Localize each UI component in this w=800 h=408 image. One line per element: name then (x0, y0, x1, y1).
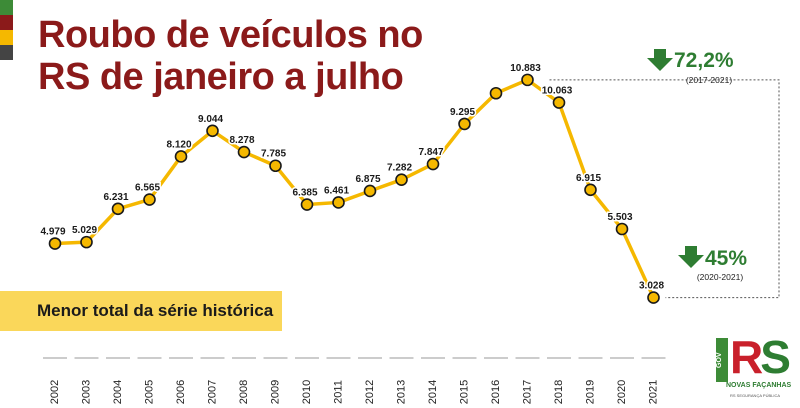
annotation-period: (2017-2021) (686, 75, 732, 85)
x-tick-label: 2003 (81, 380, 93, 404)
x-tick-label: 2011 (333, 380, 345, 404)
x-tick-label: 2009 (270, 380, 282, 404)
annotation-period: (2020-2021) (697, 272, 743, 282)
lowest-total-note: Menor total da série histórica (0, 291, 282, 331)
logo-rs-mark: RS (730, 331, 791, 383)
x-tick-label: 2005 (144, 380, 156, 404)
x-tick-label: 2017 (522, 380, 534, 404)
data-point (237, 145, 251, 159)
data-point (647, 291, 660, 304)
title-line-1: Roubo de veículos no (38, 14, 423, 56)
data-point (111, 202, 125, 216)
data-label: 6.231 (103, 192, 128, 203)
data-label: 6.915 (576, 173, 601, 184)
x-tick-label: 2012 (364, 380, 376, 404)
logo-r: R (730, 331, 763, 383)
data-point (489, 86, 503, 100)
x-tick-label: 2002 (49, 380, 61, 404)
data-label: 7.847 (418, 147, 443, 158)
x-tick-label: 2010 (301, 380, 313, 404)
data-point (395, 173, 408, 186)
data-point (615, 222, 629, 236)
data-label: 8.120 (166, 139, 191, 150)
data-point (521, 73, 534, 87)
x-tick-label: 2014 (427, 380, 439, 404)
x-tick-label: 2015 (459, 380, 471, 404)
data-label: 7.282 (387, 163, 412, 174)
data-label: 4.979 (40, 227, 65, 238)
stripe-gray (0, 45, 13, 60)
data-label: 10.883 (510, 63, 541, 74)
data-label: 9.044 (198, 114, 223, 125)
x-tick-label: 2006 (175, 380, 187, 404)
data-point (143, 193, 156, 206)
data-point (363, 184, 377, 198)
data-label: 6.565 (135, 183, 160, 194)
x-tick-label: 2013 (396, 380, 408, 404)
x-tick-label: 2016 (490, 380, 502, 404)
data-point (206, 124, 219, 138)
down-arrow-icon (647, 49, 673, 71)
title-line-2: RS de janeiro a julho (38, 56, 404, 98)
annotation-value: 72,2% (674, 49, 734, 72)
x-tick-label: 2018 (553, 380, 565, 404)
data-label: 6.385 (292, 188, 317, 199)
data-label: 7.785 (261, 149, 286, 160)
stripe-yellow (0, 30, 13, 45)
x-tick-label: 2020 (616, 380, 628, 404)
data-point (80, 235, 93, 249)
data-point (458, 117, 471, 131)
data-point (269, 159, 282, 173)
data-label: 6.875 (355, 174, 380, 185)
annotation-value: 45% (705, 247, 747, 270)
rs-seguranca-logo: GOV RS NOVAS FAÇANHAS RS SEGURANÇA PÚBLI… (716, 332, 796, 404)
note-text: Menor total da série histórica (37, 301, 274, 320)
stripe-green (0, 0, 13, 15)
chart-title: Roubo de veículos no RS de janeiro a jul… (38, 14, 423, 98)
data-label: 5.029 (72, 225, 97, 236)
data-point (332, 196, 345, 209)
logo-subtitle: RS SEGURANÇA PÚBLICA (730, 393, 781, 398)
data-point (426, 157, 440, 171)
data-point (552, 96, 566, 109)
down-arrow-icon (678, 246, 704, 268)
data-label: 8.278 (229, 135, 254, 146)
data-point (300, 198, 314, 211)
logo-gov-tag: GOV (716, 338, 728, 382)
data-point (174, 150, 188, 163)
color-stripes (0, 0, 13, 60)
data-point (48, 237, 62, 250)
x-tick-label: 2004 (112, 380, 124, 404)
data-label: 6.461 (324, 185, 349, 196)
x-tick-label: 2019 (585, 380, 597, 404)
data-point (584, 183, 597, 197)
x-tick-label: 2007 (207, 380, 219, 404)
data-label: 9.295 (450, 107, 475, 118)
data-label: 5.503 (607, 212, 632, 223)
data-label: 3.028 (639, 281, 664, 292)
x-tick-label: 2008 (238, 380, 250, 404)
logo-tagline: NOVAS FAÇANHAS (726, 382, 792, 389)
stripe-red (0, 15, 13, 30)
x-tick-label: 2021 (648, 380, 660, 404)
series-line (54, 78, 656, 299)
logo-s: S (760, 331, 791, 383)
data-label: 10.063 (542, 86, 573, 97)
